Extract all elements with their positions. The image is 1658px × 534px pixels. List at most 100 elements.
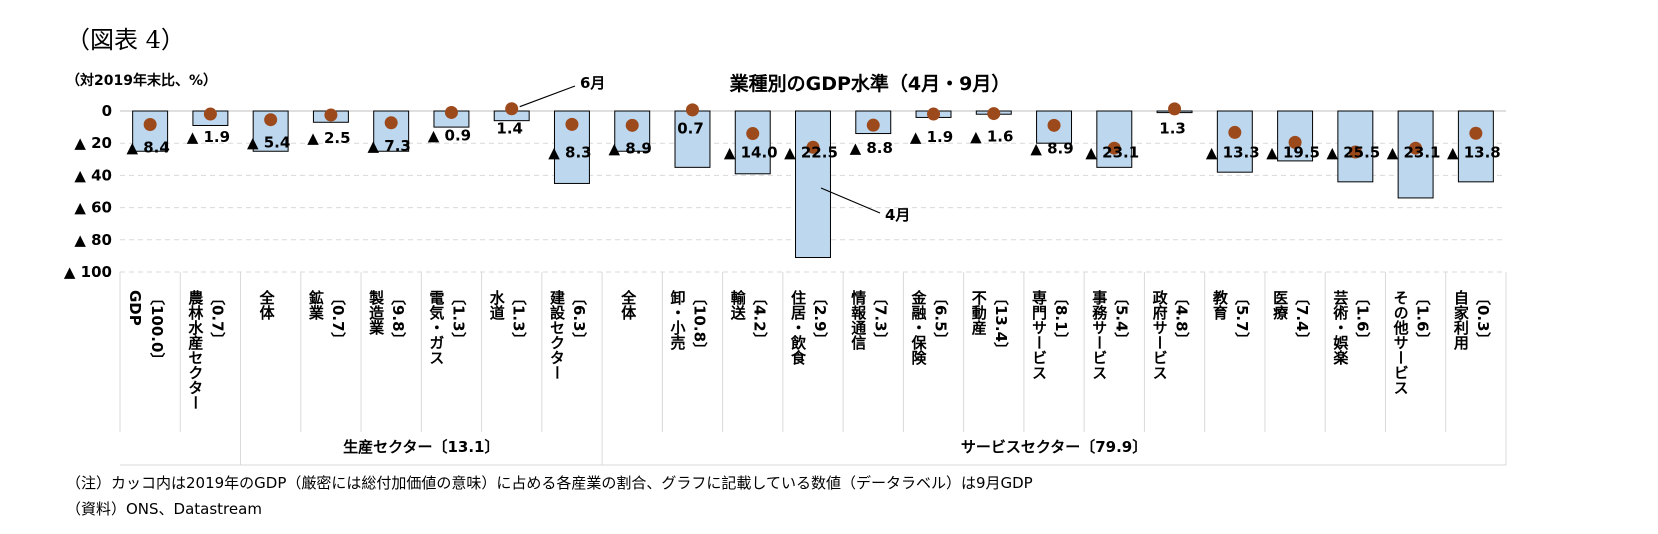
april-bar — [734, 110, 771, 175]
data-label: ▲ 8.3 — [548, 143, 591, 161]
september-dot — [1107, 141, 1121, 155]
data-label: ▲ 13.3 — [1206, 143, 1260, 161]
september-dot — [143, 118, 157, 132]
data-label: 0.7 — [677, 120, 704, 138]
category-label: 〔6.5〕 — [932, 290, 950, 347]
september-dot — [1228, 125, 1242, 139]
annotation-april: 4月 — [885, 206, 910, 224]
data-label: ▲ 13.8 — [1447, 143, 1501, 161]
annotation-arrow — [519, 85, 576, 108]
category-label: 〔9.8〕 — [389, 290, 407, 347]
category-label: 農林水産セクター — [186, 289, 204, 410]
category-label: 事務サービス — [1090, 289, 1108, 380]
september-dot — [1168, 102, 1182, 116]
category-label: 芸術・娯楽 — [1331, 289, 1349, 366]
data-label: ▲ 22.5 — [784, 143, 838, 161]
september-dot — [806, 140, 820, 154]
september-dot — [203, 107, 217, 121]
category-label: 全体 — [619, 289, 637, 321]
category-label: 〔1.3〕 — [510, 290, 528, 347]
category-label: 〔1.6〕 — [1353, 290, 1371, 347]
data-label: ▲ 14.0 — [724, 143, 778, 161]
category-label: 電気・ガス — [427, 290, 445, 365]
september-dot — [264, 113, 278, 127]
data-label: ▲ 8.4 — [126, 139, 169, 157]
category-label: 〔4.2〕 — [751, 290, 769, 347]
april-bar — [795, 110, 831, 259]
data-label: ▲ 19.5 — [1266, 143, 1320, 161]
data-label: ▲ 8.8 — [850, 139, 893, 157]
data-label: ▲ 23.1 — [1085, 143, 1139, 161]
data-label: ▲ 1.9 — [187, 128, 230, 146]
category-label: 〔0.3〕 — [1474, 290, 1492, 347]
data-label: ▲ 7.3 — [368, 137, 411, 155]
category-label: 〔7.4〕 — [1293, 290, 1311, 347]
category-label: 〔2.9〕 — [811, 290, 829, 347]
category-label: 不動産 — [970, 290, 988, 336]
september-dot — [866, 118, 880, 132]
april-bar — [1397, 110, 1434, 199]
april-bar — [1457, 110, 1494, 183]
april-bar — [1216, 110, 1253, 173]
september-dot — [384, 116, 398, 130]
category-label: 鉱業 — [307, 289, 325, 321]
y-tick-label: ▲ 40 — [74, 166, 112, 184]
september-dot — [987, 107, 1001, 121]
september-dot — [1348, 145, 1362, 159]
category-label: 水道 — [488, 289, 506, 320]
annotation-arrow — [820, 187, 881, 214]
category-label: 〔7.3〕 — [871, 290, 889, 347]
data-label: ▲ 2.5 — [307, 129, 350, 147]
category-label: 情報通信 — [849, 289, 867, 351]
data-label: ▲ 25.5 — [1326, 143, 1380, 161]
september-dot — [444, 105, 458, 119]
y-unit-label: （対2019年末比、%） — [66, 72, 217, 89]
september-dot — [565, 117, 579, 131]
category-label: 輸送 — [729, 289, 747, 321]
april-bar — [674, 110, 711, 168]
sector-group-label: サービスセクター〔79.9〕 — [961, 438, 1147, 456]
y-tick-label: 0 — [102, 102, 112, 120]
category-label: 〔13.4〕 — [992, 290, 1010, 357]
category-label: 〔1.3〕 — [449, 290, 467, 347]
september-dot — [505, 102, 519, 116]
data-label: ▲ 1.9 — [910, 128, 953, 146]
data-label: 1.3 — [1159, 120, 1186, 138]
gdp-sector-chart: 業種別のGDP水準（4月・9月） （対2019年末比、%） 0 ▲ 20 ▲ 40 ▲ 6… — [64, 72, 1507, 466]
september-dot — [1469, 126, 1483, 140]
y-tick-label: ▲ 80 — [74, 231, 112, 249]
category-label: 全体 — [258, 289, 276, 321]
september-dot — [685, 103, 699, 117]
category-label: 教育 — [1211, 289, 1229, 321]
september-dot — [324, 108, 338, 122]
category-label: 〔4.8〕 — [1173, 290, 1191, 347]
september-dot — [1047, 118, 1061, 132]
y-tick-label: ▲ 60 — [74, 199, 112, 217]
data-label: ▲ 5.4 — [247, 134, 290, 152]
april-bar — [1096, 110, 1133, 168]
category-label: 〔1.6〕 — [1414, 290, 1432, 347]
category-label: 住居・飲食 — [789, 289, 807, 366]
april-bar — [132, 110, 169, 152]
category-label: 金融・保険 — [910, 289, 928, 366]
source-note: （資料）ONS、Datastream — [66, 500, 262, 518]
category-label: 建設セクター — [548, 289, 566, 380]
footnote: （注）カッコ内は2019年のGDP（厳密には総付加価値の意味）に占める各産業の割… — [66, 474, 1033, 492]
category-label: GDP — [126, 290, 144, 326]
category-label: 自家利用 — [1452, 289, 1470, 351]
chart-title: 業種別のGDP水準（4月・9月） — [729, 72, 1011, 95]
category-label: 〔0.7〕 — [208, 290, 226, 347]
sector-group-label: 生産セクター〔13.1〕 — [343, 438, 499, 456]
data-label: 1.4 — [496, 120, 523, 138]
category-label: 〔10.8〕 — [690, 290, 708, 357]
category-label: 医療 — [1271, 290, 1289, 321]
data-label: ▲ 23.1 — [1387, 143, 1441, 161]
category-label: 〔100.0〕 — [148, 290, 166, 367]
category-label: その他サービス — [1392, 290, 1410, 395]
y-tick-label: ▲ 20 — [74, 134, 112, 152]
data-label: ▲ 1.6 — [970, 128, 1013, 146]
category-label: 製造業 — [367, 289, 385, 336]
data-label: ▲ 8.9 — [1030, 139, 1073, 157]
september-dot — [746, 127, 760, 141]
category-label: 〔0.7〕 — [329, 290, 347, 347]
